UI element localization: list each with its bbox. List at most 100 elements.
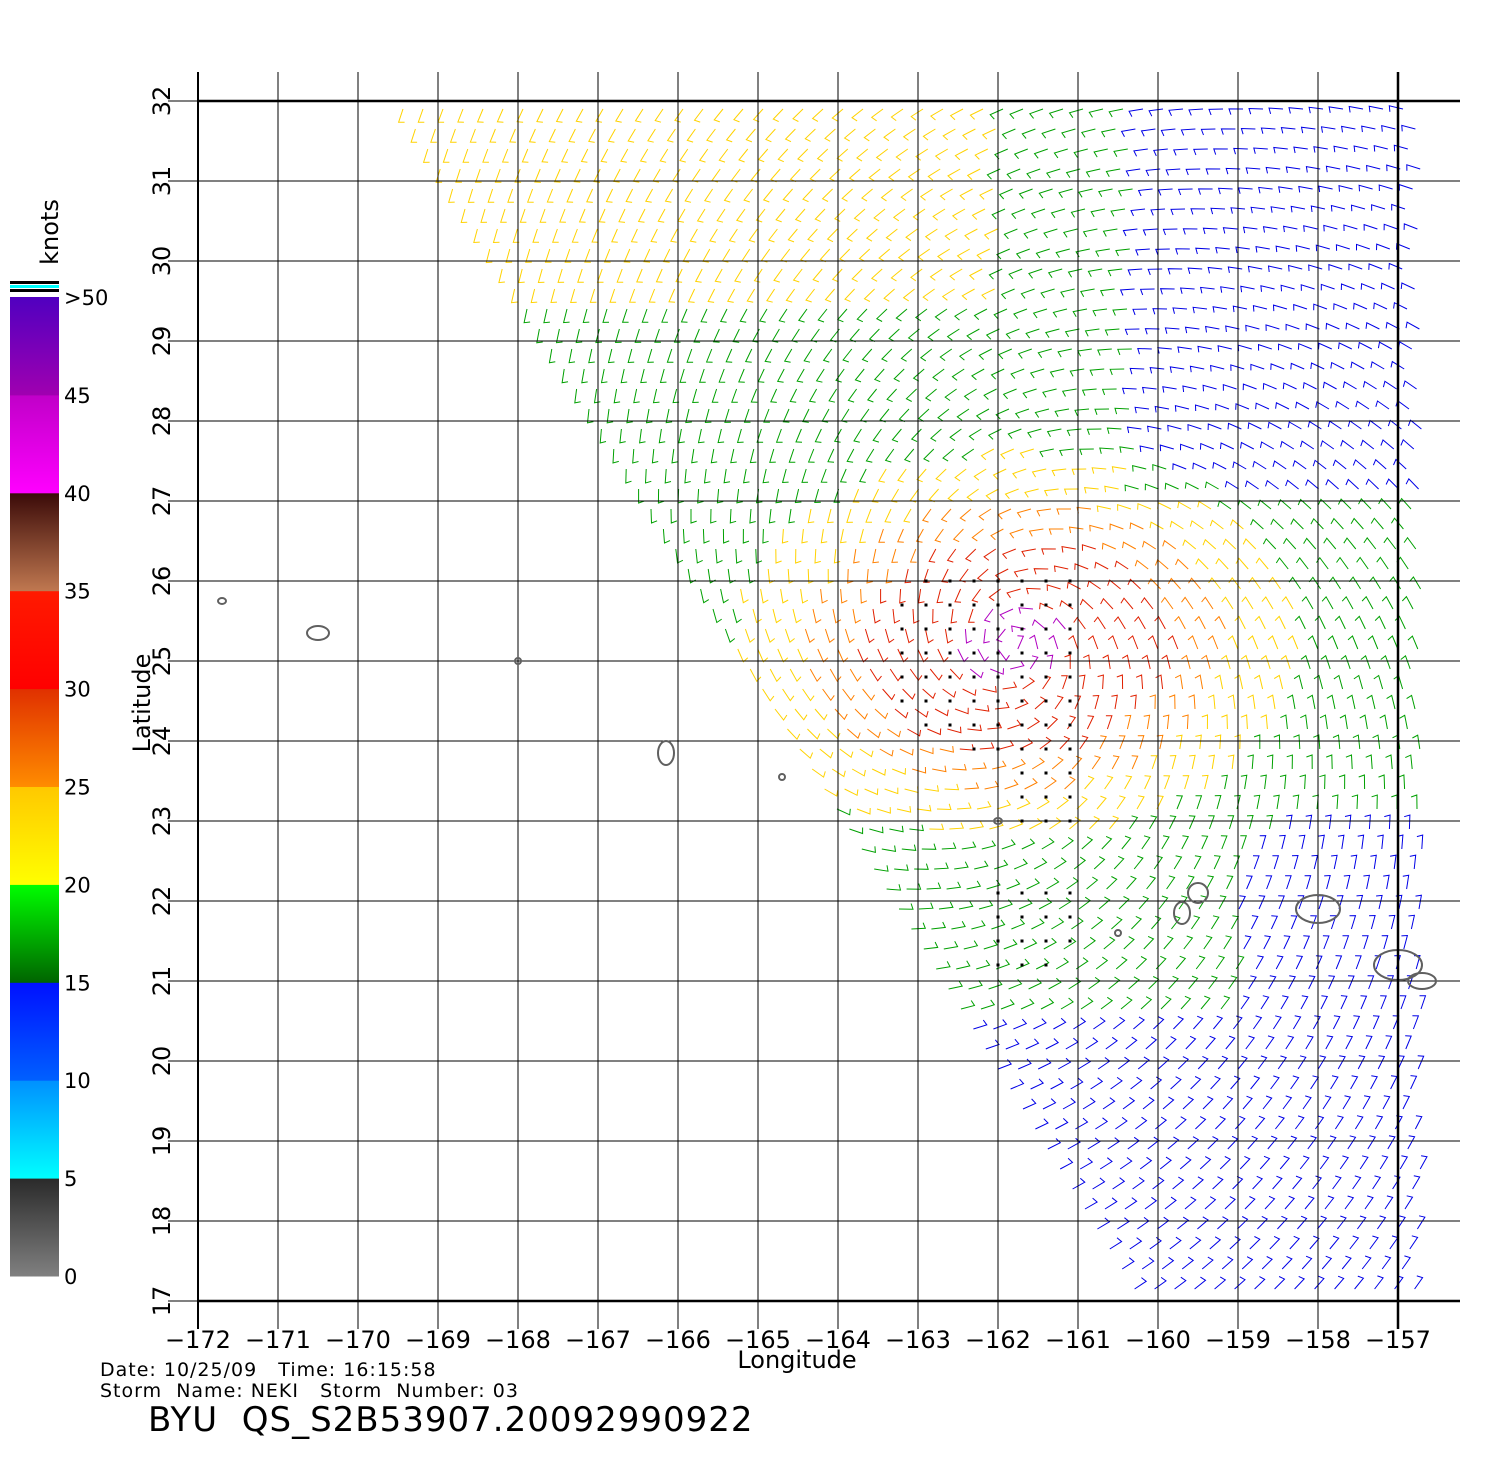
wind-barb: [1347, 420, 1362, 430]
wind-barb: [860, 588, 868, 604]
rain-flag: [1044, 915, 1048, 919]
wind-barb: [1132, 1176, 1145, 1190]
wind-barb: [487, 188, 495, 203]
rain-flag: [924, 651, 928, 655]
wind-barb: [1131, 915, 1143, 930]
rain-flag: [948, 603, 952, 607]
wind-barb: [739, 308, 748, 323]
wind-barb: [1098, 896, 1111, 910]
wind-barb: [801, 528, 808, 544]
wind-barb: [1214, 1276, 1227, 1290]
wind-barb: [1282, 382, 1297, 390]
wind-barb: [833, 548, 841, 564]
wind-barb: [1043, 488, 1059, 497]
wind-barb: [846, 448, 855, 463]
wind-barb: [697, 428, 705, 444]
wind-barb: [1064, 776, 1076, 790]
wind-barb: [944, 628, 954, 644]
wind-barb: [1028, 978, 1043, 990]
wind-barb: [716, 488, 724, 504]
wind-barb: [742, 528, 750, 544]
wind-barb: [789, 668, 802, 683]
wind-barb: [847, 728, 861, 739]
wind-barb: [1385, 754, 1393, 770]
wind-barb: [1241, 596, 1254, 610]
wind-barb: [749, 508, 756, 524]
wind-barb: [1111, 916, 1123, 930]
wind-barb: [808, 388, 818, 403]
wind-barb: [1327, 420, 1342, 430]
wind-barb: [890, 488, 900, 503]
wind-barb: [1020, 998, 1035, 1010]
wind-barb: [501, 148, 509, 163]
wind-barb: [918, 588, 925, 604]
wind-barb: [824, 628, 835, 644]
wind-barb: [1076, 506, 1092, 514]
wind-barb: [1352, 1175, 1362, 1190]
wind-barb: [641, 308, 649, 323]
wind-barb: [1100, 128, 1116, 138]
wind-barb: [942, 688, 957, 698]
wind-barb: [891, 548, 898, 563]
wind-barb: [757, 368, 765, 383]
wind-barb: [1199, 442, 1214, 450]
wind-barb: [1417, 1055, 1425, 1070]
wind-barb: [1222, 384, 1237, 391]
wind-barb: [1347, 1135, 1357, 1150]
wind-barb: [1277, 1055, 1288, 1070]
wind-barb: [922, 128, 936, 141]
wind-barb: [1189, 754, 1196, 770]
wind-barb: [809, 168, 821, 182]
wind-barb: [1235, 955, 1245, 970]
wind-barb: [1318, 834, 1325, 850]
wind-barb: [1310, 362, 1325, 370]
wind-barb: [1217, 187, 1233, 195]
wind-barb: [568, 348, 576, 364]
wind-barb: [1310, 205, 1326, 213]
wind-barb: [872, 608, 881, 624]
wind-barb: [1027, 717, 1041, 730]
wind-barb: [1018, 898, 1033, 910]
wind-barb: [1189, 520, 1204, 530]
wind-barb: [678, 428, 685, 444]
wind-barb: [979, 742, 995, 750]
wind-barb: [1245, 167, 1261, 174]
wind-barb: [1010, 660, 1025, 670]
wind-barb: [670, 508, 678, 524]
wind-barb: [1294, 1275, 1306, 1290]
wind-barb: [1373, 302, 1388, 310]
wind-barb: [1205, 1035, 1216, 1050]
wind-barb: [1222, 1095, 1234, 1110]
wind-barb: [1221, 654, 1231, 670]
wind-barb: [1338, 185, 1353, 192]
wind-barb: [714, 268, 723, 283]
wind-barb: [973, 308, 988, 320]
wind-barb: [964, 782, 980, 790]
wind-barb: [1044, 777, 1057, 790]
wind-barb: [849, 668, 862, 682]
wind-barb: [1303, 537, 1317, 550]
wind-barb: [819, 248, 831, 263]
wind-barb: [924, 228, 938, 241]
wind-barb: [929, 668, 943, 681]
wind-barb: [1312, 1175, 1323, 1190]
wind-barb: [869, 826, 884, 834]
wind-barb: [1042, 388, 1057, 398]
rain-flag: [1068, 603, 1072, 607]
wind-barb: [1197, 188, 1213, 195]
wind-barb: [599, 428, 607, 444]
wind-barb: [657, 488, 665, 504]
wind-barb: [1305, 814, 1313, 830]
wind-barb: [803, 348, 813, 363]
wind-barb: [1209, 519, 1224, 530]
wind-barb: [1335, 955, 1343, 970]
wind-barb: [963, 940, 979, 950]
wind-barb: [1240, 835, 1247, 850]
wind-barb: [1409, 1235, 1419, 1250]
wind-barb: [1313, 674, 1324, 690]
wind-barb: [1009, 108, 1024, 120]
wind-barb: [1369, 1235, 1379, 1250]
wind-barb: [924, 388, 937, 402]
wind-barb: [1073, 856, 1087, 870]
rain-flag: [972, 675, 976, 679]
